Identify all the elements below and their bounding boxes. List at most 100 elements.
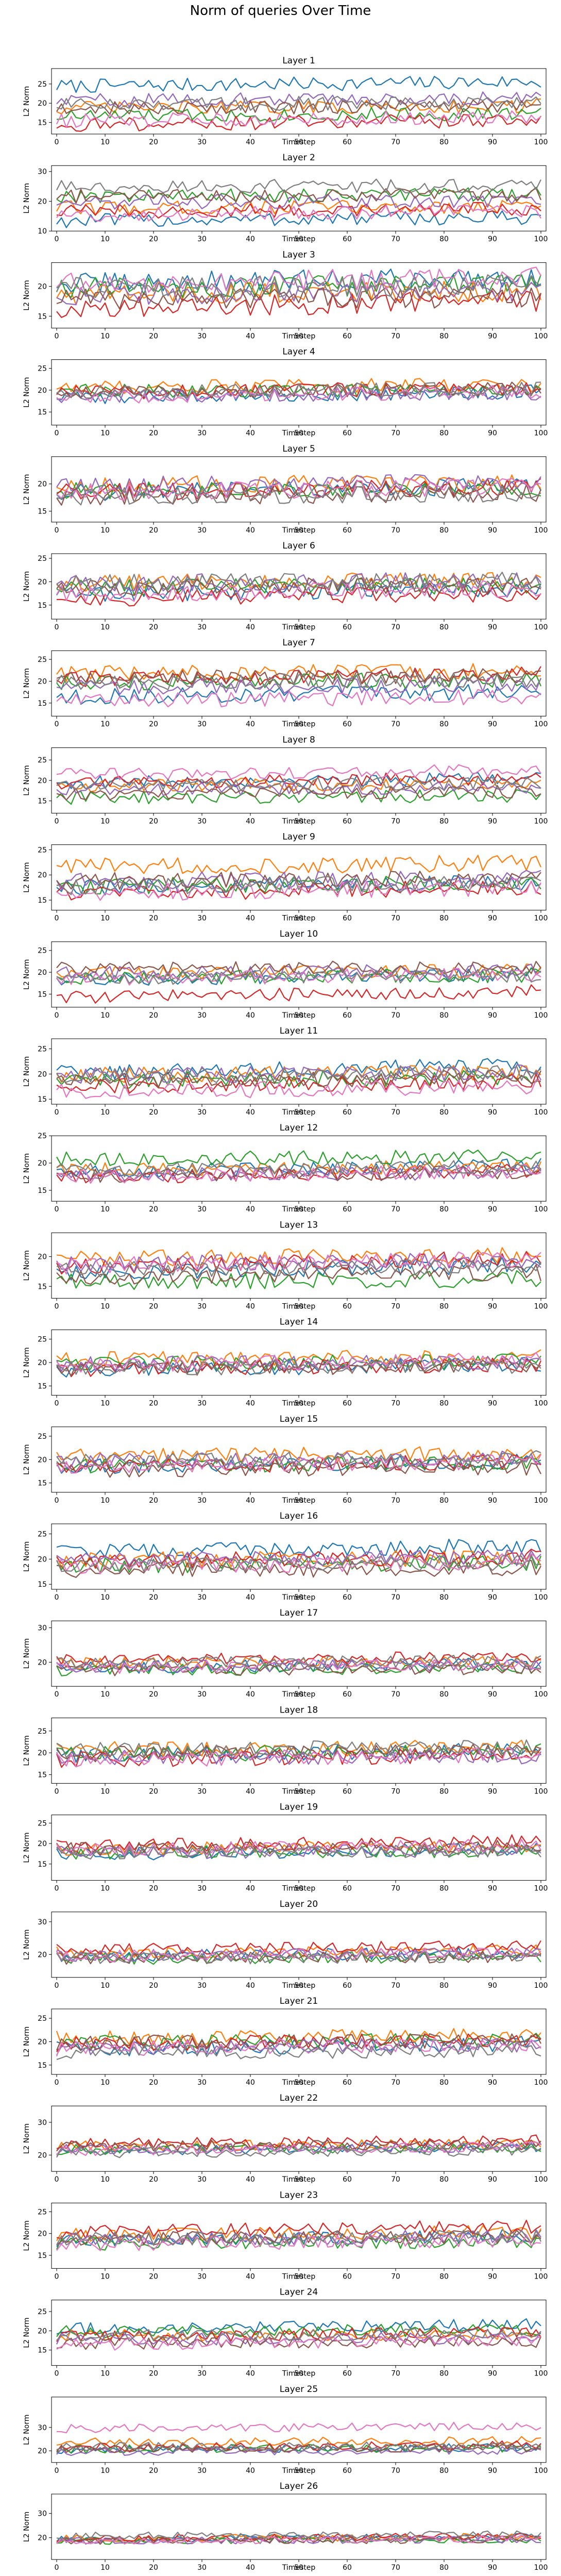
x-tick-label: 40 — [246, 1690, 255, 1699]
x-tick-label: 10 — [100, 1787, 110, 1796]
x-tick-label: 60 — [343, 1593, 352, 1602]
x-tick-label: 20 — [149, 526, 158, 535]
x-tick-label: 20 — [149, 2079, 158, 2087]
series-line — [56, 1065, 541, 1083]
x-axis-label: Timestep — [282, 2175, 316, 2184]
x-tick-label: 90 — [488, 915, 497, 923]
x-tick-label: 60 — [343, 526, 352, 535]
x-tick-label: 100 — [534, 720, 548, 728]
y-tick-label: 15 — [38, 1095, 47, 1104]
axes-frame — [51, 650, 547, 717]
subplot-title: Layer 19 — [280, 1802, 318, 1813]
series-line — [56, 202, 541, 219]
x-tick-label: 100 — [534, 915, 548, 923]
x-axis-label: Timestep — [282, 1108, 316, 1117]
series-line — [56, 274, 541, 298]
subplot-title: Layer 22 — [280, 2093, 318, 2103]
y-tick-label: 25 — [38, 2308, 47, 2316]
x-tick-label: 10 — [100, 429, 110, 438]
x-tick-label: 40 — [246, 2079, 255, 2087]
x-tick-label: 50 — [294, 429, 303, 438]
x-tick-label: 20 — [149, 1205, 158, 1214]
y-tick-label: 20 — [38, 2447, 47, 2455]
y-tick-label: 15 — [38, 119, 47, 127]
y-tick-label: 15 — [38, 1187, 47, 1195]
series-line — [56, 2042, 541, 2060]
x-tick-label: 50 — [294, 2564, 303, 2572]
x-tick-label: 90 — [488, 2467, 497, 2475]
x-tick-label: 10 — [100, 915, 110, 923]
x-axis-label: Timestep — [282, 235, 316, 243]
y-tick-label: 20 — [38, 871, 47, 879]
series-line — [56, 1256, 541, 1281]
x-tick-label: 60 — [343, 2564, 352, 2572]
series-line — [56, 585, 541, 607]
x-tick-label: 100 — [534, 235, 548, 243]
x-tick-label: 100 — [534, 2272, 548, 2281]
series-line — [56, 188, 542, 204]
x-tick-label: 10 — [100, 1400, 110, 1408]
x-tick-label: 20 — [149, 1982, 158, 1990]
series-line — [56, 1840, 541, 1856]
x-tick-label: 50 — [294, 2079, 303, 2087]
x-tick-label: 80 — [439, 2467, 449, 2475]
y-tick-label: 20 — [38, 480, 47, 489]
x-tick-label: 50 — [294, 817, 303, 825]
x-tick-label: 80 — [439, 2370, 449, 2378]
x-tick-label: 90 — [488, 429, 497, 438]
x-tick-label: 50 — [294, 623, 303, 631]
x-tick-label: 30 — [197, 2272, 207, 2281]
series-line — [56, 99, 541, 115]
y-tick-label: 25 — [38, 2015, 47, 2023]
x-tick-label: 10 — [100, 817, 110, 825]
y-axis-label: L2 Norm — [23, 183, 31, 213]
x-tick-label: 100 — [534, 2079, 548, 2087]
y-axis-label: L2 Norm — [23, 1930, 31, 1960]
x-tick-label: 20 — [149, 915, 158, 923]
y-tick-label: 20 — [38, 1749, 47, 1757]
x-tick-label: 40 — [246, 235, 255, 243]
series-line — [56, 187, 541, 204]
x-tick-label: 70 — [391, 915, 400, 923]
series-line — [56, 1160, 541, 1177]
y-tick-label: 25 — [38, 1336, 47, 1344]
subplot-title: Layer 1 — [282, 56, 315, 66]
x-tick-label: 40 — [246, 915, 255, 923]
series-line — [56, 286, 541, 310]
series-line — [56, 1553, 541, 1575]
x-tick-label: 30 — [197, 429, 207, 438]
x-tick-label: 90 — [488, 2272, 497, 2281]
series-line — [56, 1554, 541, 1573]
y-tick-label: 20 — [38, 969, 47, 977]
x-tick-label: 80 — [439, 1205, 449, 1214]
y-tick-label: 15 — [38, 508, 47, 516]
x-tick-label: 20 — [149, 1593, 158, 1602]
y-tick-label: 20 — [38, 1253, 47, 1261]
x-tick-label: 70 — [391, 1787, 400, 1796]
x-tick-label: 70 — [391, 1205, 400, 1214]
y-tick-label: 15 — [38, 2347, 47, 2355]
y-tick-label: 20 — [38, 2151, 47, 2159]
series-line — [56, 1947, 541, 1963]
series-line — [56, 968, 541, 985]
series-line — [56, 1158, 541, 1178]
y-tick-label: 15 — [38, 2252, 47, 2260]
y-tick-label: 20 — [38, 1658, 47, 1667]
x-tick-label: 60 — [343, 2370, 352, 2378]
x-tick-label: 40 — [246, 1011, 255, 1020]
x-tick-label: 30 — [197, 1108, 207, 1117]
x-tick-label: 40 — [246, 429, 255, 438]
series-line — [56, 2446, 541, 2456]
x-tick-label: 100 — [534, 1885, 548, 1893]
series-line — [56, 1549, 541, 1569]
axes-frame — [51, 1620, 547, 1687]
series-line — [56, 1078, 541, 1100]
subplot-title: Layer 16 — [280, 1511, 318, 1521]
x-tick-label: 30 — [197, 332, 207, 340]
x-tick-label: 60 — [343, 2175, 352, 2184]
x-tick-label: 100 — [534, 2175, 548, 2184]
series-line — [56, 2328, 541, 2342]
x-tick-label: 90 — [488, 623, 497, 631]
series-line — [56, 1064, 541, 1084]
x-tick-label: 70 — [391, 1011, 400, 1020]
